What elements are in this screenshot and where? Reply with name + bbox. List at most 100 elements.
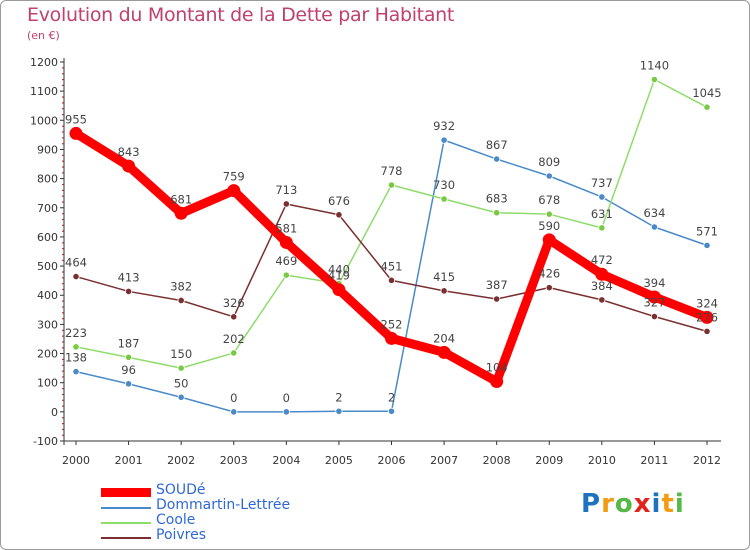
data-label: 809 xyxy=(538,155,560,169)
y-tick-label: 600 xyxy=(37,231,58,244)
data-label: 631 xyxy=(591,207,613,221)
data-label: 571 xyxy=(696,224,718,238)
y-tick-label: 200 xyxy=(37,348,58,361)
data-point xyxy=(177,393,185,401)
data-label: 676 xyxy=(328,194,350,208)
data-label: 778 xyxy=(381,164,403,178)
data-label: 759 xyxy=(223,170,245,184)
data-label: 324 xyxy=(696,296,718,310)
y-minor-tick xyxy=(62,300,64,302)
y-minor-tick xyxy=(62,189,64,191)
data-label: 955 xyxy=(65,112,87,126)
logo-letter: i xyxy=(651,489,662,519)
data-point xyxy=(227,184,241,198)
proxiti-logo: Proxiti xyxy=(581,489,685,519)
y-minor-tick xyxy=(62,253,64,256)
y-minor-tick xyxy=(62,277,64,279)
y-tick-label: 1000 xyxy=(30,114,58,127)
data-point xyxy=(647,290,661,304)
y-minor-tick xyxy=(62,172,64,174)
x-tick-label: 2000 xyxy=(62,454,90,467)
data-label: 419 xyxy=(328,269,350,283)
data-point xyxy=(177,364,185,372)
data-label: 415 xyxy=(433,270,455,284)
y-minor-tick xyxy=(62,423,64,425)
y-tick-label: -100 xyxy=(33,435,58,448)
data-point xyxy=(650,312,659,321)
data-point xyxy=(387,276,396,284)
y-minor-tick xyxy=(62,67,64,69)
data-point xyxy=(650,75,659,84)
legend-swatch xyxy=(101,488,151,497)
data-label: 202 xyxy=(223,332,245,346)
x-tick-label: 2009 xyxy=(535,454,563,467)
data-point xyxy=(72,368,80,376)
data-point xyxy=(72,343,80,351)
data-point xyxy=(230,408,238,416)
data-label: 223 xyxy=(65,326,87,340)
y-minor-tick xyxy=(62,143,64,145)
x-tick-label: 2002 xyxy=(167,454,195,467)
data-point xyxy=(385,331,398,345)
data-point xyxy=(174,206,188,220)
data-point xyxy=(282,408,290,416)
data-point xyxy=(650,223,659,231)
x-tick-label: 2003 xyxy=(220,454,248,467)
legend-label: SOUDé xyxy=(156,482,206,498)
data-label: 713 xyxy=(275,183,297,197)
y-tick-label: 300 xyxy=(37,318,58,331)
y-minor-tick xyxy=(62,370,64,372)
y-minor-tick xyxy=(62,113,64,116)
y-minor-tick xyxy=(62,376,64,378)
y-minor-tick xyxy=(62,131,64,133)
data-point xyxy=(703,103,711,111)
chart-subtitle: (en €) xyxy=(27,29,60,42)
data-label: 187 xyxy=(118,336,140,350)
data-label: 472 xyxy=(591,253,613,267)
y-minor-tick xyxy=(62,259,64,261)
y-minor-tick xyxy=(62,137,64,139)
data-label: 413 xyxy=(118,270,140,284)
data-point xyxy=(545,172,553,180)
data-label: 730 xyxy=(433,178,455,192)
data-label: 96 xyxy=(121,363,136,377)
data-point xyxy=(332,283,346,297)
data-label: 2 xyxy=(388,390,395,404)
x-tick-label: 2005 xyxy=(325,454,353,467)
data-point xyxy=(493,155,501,163)
data-point xyxy=(598,224,606,232)
data-label: 150 xyxy=(170,347,192,361)
logo-letter: r xyxy=(601,489,615,519)
data-label: 634 xyxy=(643,206,665,220)
y-minor-tick xyxy=(62,318,64,320)
y-minor-tick xyxy=(62,364,64,366)
data-point xyxy=(598,296,606,304)
data-labels: 955 843 681 759 581 419 252 204 104 590 472 394 324 1… xyxy=(65,58,722,404)
y-minor-tick xyxy=(62,428,64,431)
x-tick-label: 2010 xyxy=(588,454,616,467)
y-minor-tick xyxy=(62,125,64,127)
data-label: 426 xyxy=(538,267,560,281)
data-label: 451 xyxy=(381,259,403,273)
y-tick-label: 800 xyxy=(37,173,58,186)
chart-title: Evolution du Montant de la Dette par Hab… xyxy=(27,4,455,26)
y-tick-label: 0 xyxy=(51,406,58,419)
series-soude xyxy=(69,126,714,389)
y-minor-tick xyxy=(62,405,64,407)
legend-swatch xyxy=(101,507,151,509)
data-point xyxy=(124,380,133,388)
data-point xyxy=(387,181,396,189)
x-tick-label: 2007 xyxy=(430,454,458,467)
axes xyxy=(63,58,721,445)
y-minor-tick xyxy=(62,201,64,203)
data-label: 204 xyxy=(433,331,455,345)
data-label: 581 xyxy=(275,221,297,235)
legend-label: Poivres xyxy=(156,527,207,543)
data-point xyxy=(335,407,343,415)
series-dommartin-lettree xyxy=(72,136,711,416)
data-point xyxy=(700,310,714,324)
data-label: 276 xyxy=(696,310,718,324)
data-point xyxy=(440,287,448,295)
y-minor-tick xyxy=(62,399,64,401)
